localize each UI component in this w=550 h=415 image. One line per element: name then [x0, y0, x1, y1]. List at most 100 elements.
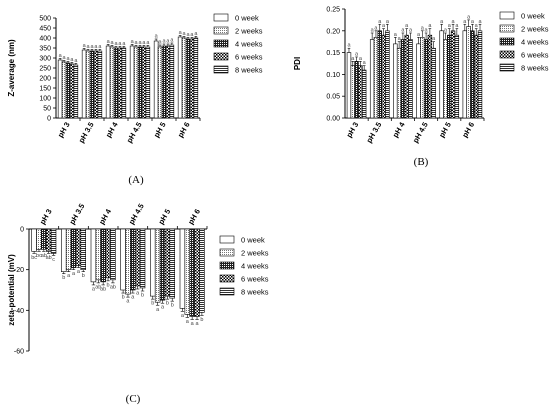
legend-swatch [499, 37, 515, 46]
chart-panel-b: 0.00 0.05 0.10 0.15 0.20 0.25 PDI pH 3 pH 3.5 pH … [293, 7, 549, 145]
legend-label: 0 week [235, 14, 259, 23]
legend-label: 4 weeks [235, 40, 263, 49]
category-label: pH 4.5 [411, 121, 430, 145]
bar [105, 45, 111, 119]
y-tick-label: 350 [39, 46, 51, 53]
significance-letter: a [162, 39, 166, 45]
bar [139, 228, 146, 289]
bar [466, 26, 471, 119]
significance-letter: a [138, 40, 142, 46]
significance-letter: bc [36, 253, 42, 259]
significance-letter: a [90, 44, 94, 50]
bar [81, 49, 87, 119]
y-tick-label: 200 [39, 76, 51, 83]
bar [165, 45, 171, 119]
bar [354, 61, 359, 119]
bar [443, 39, 448, 119]
significance-letter: a [114, 41, 118, 47]
bar [396, 47, 402, 119]
significance-letter: a [146, 40, 150, 46]
category-label: pH 4 [391, 120, 407, 139]
bar [361, 69, 367, 119]
significance-letter: a [398, 36, 402, 42]
significance-letter: ab [110, 284, 116, 290]
bar [400, 39, 406, 119]
y-tick-label: 0 [47, 116, 51, 123]
significance-letter: a [455, 23, 459, 29]
bar [100, 228, 106, 283]
bar [431, 47, 436, 119]
bar [110, 228, 116, 281]
significance-letter: a [183, 31, 187, 37]
bar [113, 47, 119, 119]
bar [65, 228, 72, 270]
legend-label: 6 weeks [521, 51, 549, 60]
bar [75, 228, 82, 266]
bar [90, 228, 97, 283]
legend-swatch [499, 11, 515, 20]
significance-letter: a [59, 53, 63, 59]
legend-label: 6 weeks [235, 53, 263, 62]
y-tick-label: 0.25 [326, 7, 340, 14]
bar [95, 228, 102, 281]
significance-letter: a [478, 19, 482, 25]
bar [164, 228, 171, 297]
chart-panel-a: 0 50 100 150 200 250 300 350 400 450 500 Z-average … [7, 14, 263, 145]
bar [61, 228, 67, 273]
significance-letter: b [200, 317, 203, 323]
legend-label: 4 weeks [241, 262, 269, 271]
legend-swatch [499, 50, 515, 59]
bar [141, 46, 147, 119]
significance-letter: a [378, 19, 382, 25]
category-label: pH 3.5 [77, 121, 96, 145]
bar [161, 45, 167, 119]
significance-letter: a [135, 40, 139, 46]
bar [474, 34, 479, 119]
legend-label: 2 weeks [235, 27, 263, 36]
bar [109, 46, 115, 119]
significance-letter: a [181, 313, 185, 319]
bar [199, 228, 205, 313]
bar [393, 43, 398, 119]
bar [125, 228, 131, 295]
bar [369, 39, 375, 119]
bar [130, 228, 136, 291]
bar [377, 30, 382, 119]
significance-letter: a [351, 56, 355, 62]
bar [408, 39, 413, 119]
significance-letter: a [471, 19, 475, 25]
significance-letter: b [171, 303, 174, 309]
significance-letter: a [371, 27, 375, 33]
significance-letter: ab [41, 253, 47, 259]
bar [184, 228, 191, 315]
significance-letter: a [394, 32, 398, 38]
category-label: pH 5 [152, 121, 168, 140]
category-label: pH 6 [460, 121, 476, 140]
y-tick-label: 250 [39, 66, 51, 73]
significance-letter: a [374, 25, 378, 31]
y-axis-title: PDI [293, 57, 302, 70]
significance-letter: a [166, 39, 170, 45]
bar [346, 52, 352, 119]
category-label: pH 5 [437, 121, 453, 140]
bar [137, 46, 143, 119]
legend-swatch [213, 26, 229, 35]
significance-letter: a [70, 57, 74, 63]
significance-letter: a [421, 25, 425, 31]
significance-letter: b [166, 301, 169, 307]
bar [420, 37, 425, 119]
bar [159, 228, 166, 301]
y-tick-label: 0 [20, 227, 24, 234]
bar [454, 34, 460, 119]
bar [381, 34, 386, 119]
significance-letter: a [161, 305, 165, 311]
y-tick-label: 0.20 [326, 28, 340, 35]
y-axis-title: Z-average (nm) [7, 39, 16, 97]
significance-letter: b [141, 293, 144, 299]
significance-letter: a [63, 55, 67, 61]
bar [189, 228, 195, 317]
category-label: pH 3 [344, 121, 360, 140]
legend-swatch [213, 13, 229, 22]
